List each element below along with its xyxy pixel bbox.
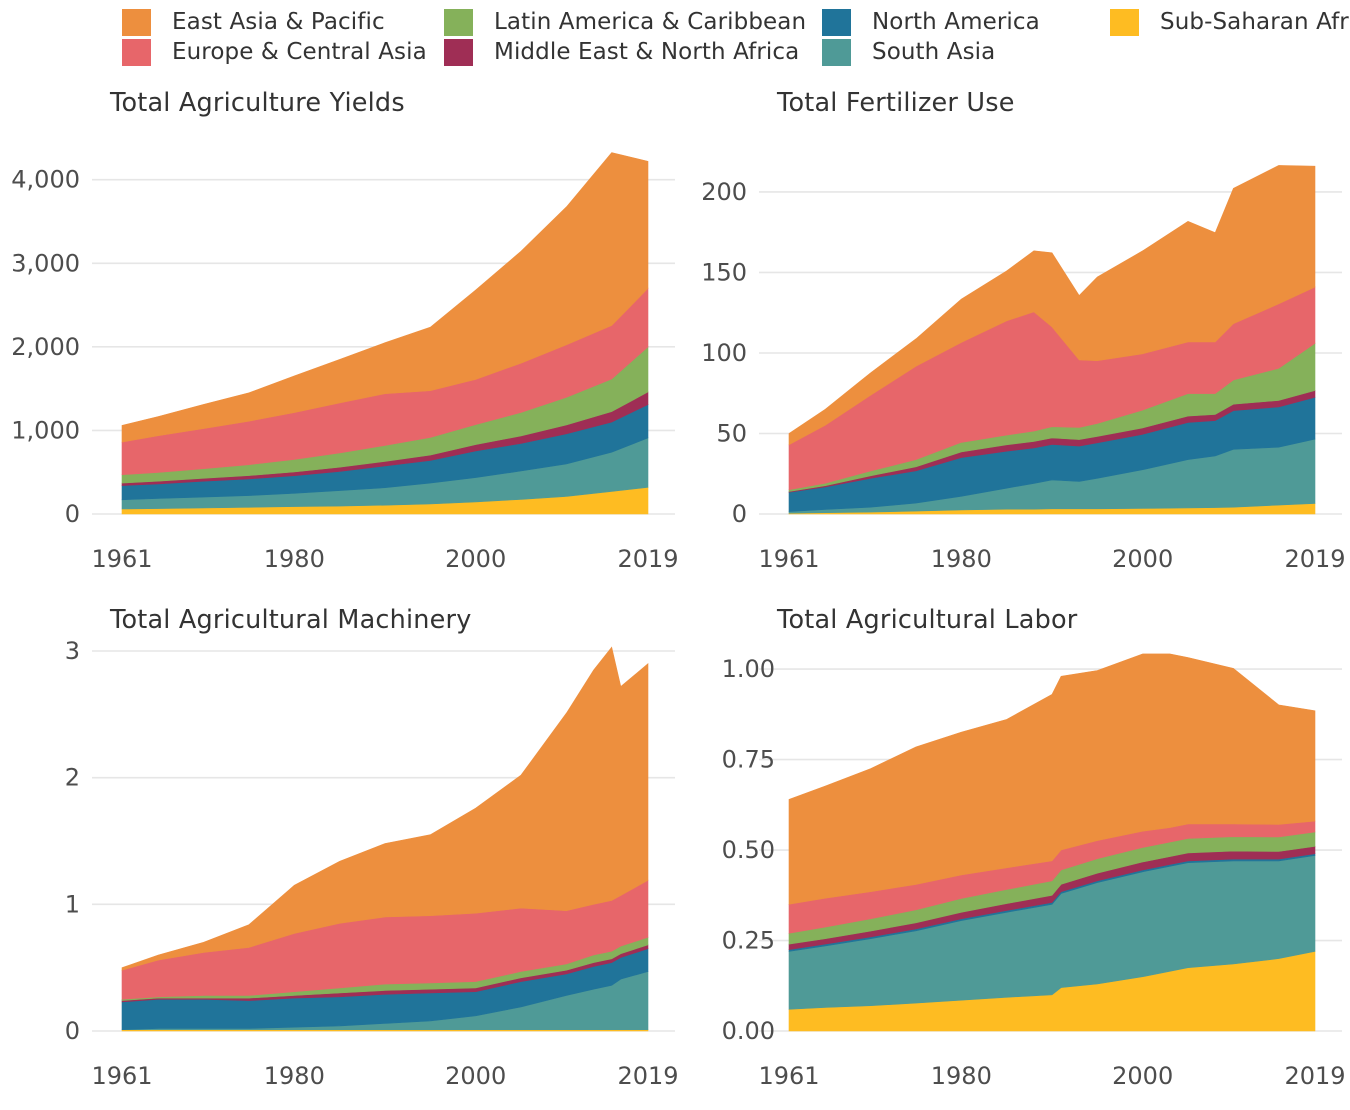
panel-fertilizer-use: Total Fertilizer Use 0 50 100 150 200 1961 198…	[667, 78, 1346, 593]
legend-swatch-lac	[444, 8, 473, 36]
chart-agricultural-machinery: 0 1 2 3 1961 1980 2000 2019	[65, 637, 679, 1090]
area-east-asia-and-pacific	[788, 165, 1316, 446]
x-tick-label: 2019	[1284, 545, 1345, 573]
y-tick-label: 2	[65, 764, 80, 792]
legend-item-ssa: Sub-Saharan Africa	[1110, 8, 1350, 36]
chart-fertilizer-use: 0 50 100 150 200 1961 1980 2000 2019	[701, 165, 1346, 573]
chart-title: Total Agricultural Machinery	[110, 605, 472, 635]
y-tick-label: 0.75	[722, 746, 775, 774]
y-tick-label: 4,000	[11, 166, 80, 194]
y-tick-label: 2,000	[11, 333, 80, 361]
legend-swatch-mena	[444, 38, 473, 66]
y-tick-label: 200	[701, 178, 747, 206]
legend-label-ssa: Sub-Saharan Africa	[1160, 9, 1350, 35]
chart-agriculture-yields: 0 1,000 2,000 3,000 4,000 1961 1980 2000 2019	[11, 152, 679, 573]
legend-item-eap: East Asia & Pacific	[122, 8, 385, 36]
chart-title: Total Agriculture Yields	[110, 88, 405, 118]
chart-agricultural-labor: 0.00 0.25 0.50 0.75 1.00 1961 1980 2000 2019	[722, 653, 1346, 1090]
legend: East Asia & Pacific Europe & Central Asia…	[122, 8, 1350, 70]
legend-label-sa: South Asia	[872, 39, 996, 65]
y-tick-label: 3,000	[11, 249, 80, 277]
y-tick-label: 1	[65, 890, 80, 918]
legend-label-lac: Latin America & Caribbean	[494, 9, 807, 35]
y-tick-label: 1.00	[722, 655, 775, 683]
x-tick-label: 2019	[617, 545, 678, 573]
x-tick-label: 2019	[617, 1062, 678, 1090]
area-east-asia-and-pacific	[121, 646, 649, 971]
legend-swatch-eap	[122, 8, 151, 36]
legend-item-na: North America	[822, 8, 1040, 36]
x-tick-label: 1980	[264, 545, 325, 573]
legend-item-lac: Latin America & Caribbean	[444, 8, 806, 36]
x-tick-label: 1961	[758, 1062, 819, 1090]
legend-label-na: North America	[872, 9, 1040, 35]
legend-item-sa: South Asia	[822, 38, 995, 66]
chart-title: Total Fertilizer Use	[777, 88, 1015, 118]
y-tick-label: 0	[65, 500, 80, 528]
legend-label-eap: East Asia & Pacific	[172, 9, 385, 35]
y-tick-label: 0	[65, 1017, 80, 1045]
legend-swatch-ssa	[1110, 8, 1139, 36]
panel-agricultural-labor: Total Agricultural Labor 0.00 0.25 0.50 0.7…	[667, 595, 1346, 1110]
x-tick-label: 2000	[1112, 545, 1173, 573]
x-tick-label: 1980	[931, 1062, 992, 1090]
x-tick-label: 1980	[264, 1062, 325, 1090]
x-tick-label: 2000	[1112, 1062, 1173, 1090]
y-tick-label: 0	[732, 500, 747, 528]
legend-swatch-na	[822, 8, 851, 36]
area-east-asia-and-pacific	[788, 653, 1316, 905]
legend-label-mena: Middle East & North Africa	[494, 39, 800, 65]
x-tick-label: 2000	[445, 1062, 506, 1090]
chart-title: Total Agricultural Labor	[777, 605, 1078, 635]
y-tick-label: 0.25	[722, 927, 775, 955]
y-tick-label: 100	[701, 339, 747, 367]
x-tick-label: 1961	[91, 1062, 152, 1090]
legend-item-mena: Middle East & North Africa	[444, 38, 799, 66]
legend-swatch-eca	[122, 38, 151, 66]
y-tick-label: 0.00	[722, 1017, 775, 1045]
y-tick-label: 150	[701, 258, 747, 286]
area-east-asia-and-pacific	[121, 152, 649, 443]
panel-agriculture-yields: Total Agriculture Yields 0 1,000 2,000 3,00…	[0, 78, 679, 593]
panel-agricultural-machinery: Total Agricultural Machinery 0 1 2 3 1961 198…	[0, 595, 679, 1110]
y-tick-label: 1,000	[11, 416, 80, 444]
x-tick-label: 1961	[758, 545, 819, 573]
legend-item-eca: Europe & Central Asia	[122, 38, 427, 66]
x-tick-label: 2019	[1284, 1062, 1345, 1090]
y-tick-label: 0.50	[722, 836, 775, 864]
legend-swatch-sa	[822, 38, 851, 66]
x-tick-label: 2000	[445, 545, 506, 573]
y-tick-label: 50	[716, 419, 747, 447]
y-tick-label: 3	[65, 637, 80, 665]
legend-label-eca: Europe & Central Asia	[172, 39, 427, 65]
x-tick-label: 1980	[931, 545, 992, 573]
x-tick-label: 1961	[91, 545, 152, 573]
